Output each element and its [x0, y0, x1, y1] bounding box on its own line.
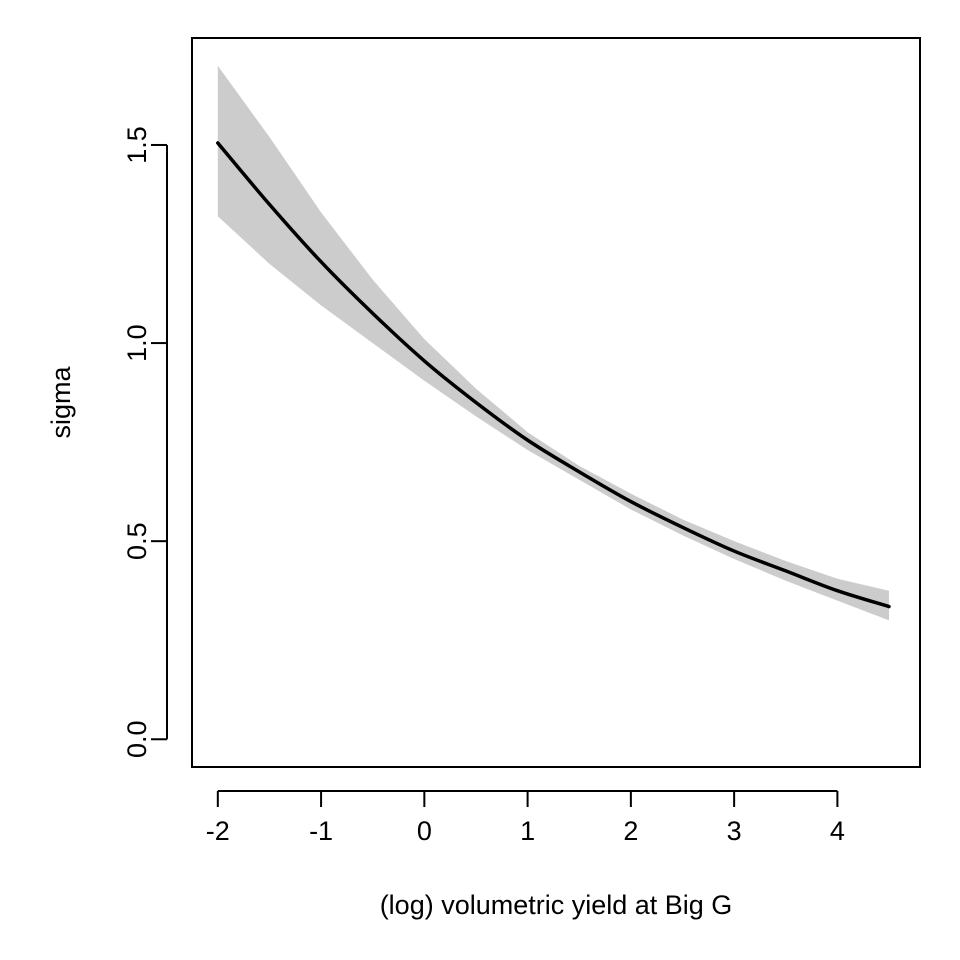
x-axis-title: (log) volumetric yield at Big G	[380, 890, 733, 920]
y-tick-label: 1.5	[122, 126, 152, 164]
series-line-layer	[216, 141, 891, 609]
y-tick-label: 0.5	[122, 522, 152, 560]
y-tick-label: 0.0	[122, 720, 152, 758]
x-tick-label: -2	[206, 816, 230, 846]
x-axis: -2 -1 0 1 2 3 4	[206, 790, 845, 846]
plot-area-frame	[191, 37, 921, 768]
x-tick-label: 0	[417, 816, 432, 846]
x-tick-label: 1	[520, 816, 535, 846]
y-axis-title: sigma	[46, 366, 76, 439]
y-axis: 0.0 0.5 1.0 1.5	[122, 126, 168, 758]
y-tick-label: 1.0	[122, 324, 152, 362]
series-line	[216, 141, 891, 609]
x-tick-label: 4	[830, 816, 845, 846]
x-tick-label: -1	[309, 816, 333, 846]
x-tick-label: 2	[623, 816, 638, 846]
x-tick-label: 3	[727, 816, 742, 846]
